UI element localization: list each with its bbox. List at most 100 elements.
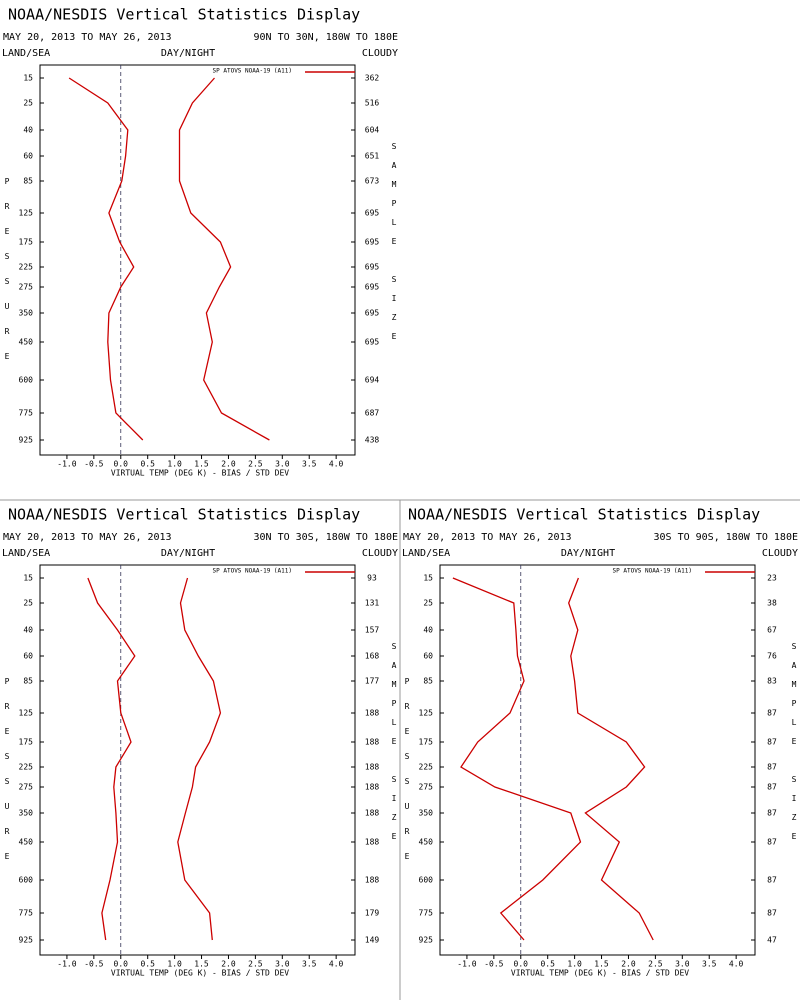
- x-tick-label: 1.0: [167, 960, 182, 969]
- x-tick-label: 0.0: [514, 960, 529, 969]
- y2-axis-label: SAMPLE SIZE: [390, 642, 399, 851]
- land-sea: LAND/SEA: [2, 48, 50, 59]
- x-tick-label: 2.5: [648, 960, 663, 969]
- y-tick-label: 275: [419, 783, 434, 792]
- y-tick-label: 450: [19, 338, 34, 347]
- y-tick-label: 25: [23, 99, 33, 108]
- sample-size: 87: [767, 763, 777, 772]
- x-tick-label: 1.5: [594, 960, 609, 969]
- y-tick-label: 275: [19, 283, 34, 292]
- y-tick-label: 175: [19, 738, 34, 747]
- x-tick-label: 3.0: [275, 960, 290, 969]
- y-tick-label: 125: [419, 709, 434, 718]
- x-tick-label: 2.0: [621, 960, 636, 969]
- y-tick-label: 600: [19, 876, 34, 885]
- y-tick-label: 775: [19, 909, 34, 918]
- y-tick-label: 85: [23, 677, 33, 686]
- y-tick-label: 85: [423, 677, 433, 686]
- region: 90N TO 30N, 180W TO 180E: [254, 32, 399, 43]
- sample-size: 87: [767, 709, 777, 718]
- y-tick-label: 25: [423, 599, 433, 608]
- y-tick-label: 775: [19, 409, 34, 418]
- y-tick-label: 40: [23, 626, 33, 635]
- cloudy: CLOUDY: [762, 548, 798, 559]
- y-tick-label: 600: [419, 876, 434, 885]
- sample-size: 93: [367, 574, 377, 583]
- x-tick-label: -0.5: [84, 460, 103, 469]
- legend-label: SP ATOVS NOAA-19 (A11): [213, 68, 292, 75]
- profile-line: [178, 77, 270, 441]
- sample-size: 38: [767, 599, 777, 608]
- y-tick-label: 15: [423, 574, 433, 583]
- date-range: MAY 20, 2013 TO MAY 26, 2013: [3, 532, 172, 543]
- y-tick-label: 925: [19, 936, 34, 945]
- plot-frame: [439, 564, 756, 956]
- day-night: DAY/NIGHT: [561, 548, 615, 559]
- x-tick-label: 4.0: [329, 960, 344, 969]
- x-tick-label: 3.5: [302, 460, 317, 469]
- y-tick-label: 60: [423, 652, 433, 661]
- y-tick-label: 40: [423, 626, 433, 635]
- sample-size: 687: [365, 409, 380, 418]
- x-tick-label: 4.0: [729, 960, 744, 969]
- panel: NOAA/NESDIS Vertical Statistics Display M…: [2, 6, 399, 478]
- x-tick-label: -0.5: [84, 960, 103, 969]
- sample-size: 695: [365, 209, 380, 218]
- sample-size: 695: [365, 309, 380, 318]
- y-tick-label: 85: [23, 177, 33, 186]
- x-tick-label: -1.0: [457, 960, 476, 969]
- sample-size: 516: [365, 99, 380, 108]
- profile-line: [87, 577, 136, 941]
- profile-line: [68, 77, 144, 441]
- sample-size: 188: [365, 709, 380, 718]
- x-tick-label: 1.5: [194, 960, 209, 969]
- y-tick-label: 175: [19, 238, 34, 247]
- y2-axis-label: SAMPLE SIZE: [790, 642, 799, 851]
- sample-size: 604: [365, 126, 380, 135]
- y-tick-label: 25: [23, 599, 33, 608]
- y-tick-label: 600: [19, 376, 34, 385]
- day-night: DAY/NIGHT: [161, 548, 215, 559]
- panel-title: NOAA/NESDIS Vertical Statistics Display: [408, 506, 760, 524]
- sample-size: 76: [767, 652, 777, 661]
- x-tick-label: 1.0: [567, 960, 582, 969]
- y-tick-label: 60: [23, 152, 33, 161]
- y-tick-label: 225: [419, 763, 434, 772]
- sample-size: 695: [365, 283, 380, 292]
- y-tick-label: 175: [419, 738, 434, 747]
- x-tick-label: 0.5: [140, 960, 155, 969]
- legend-label: SP ATOVS NOAA-19 (A11): [213, 568, 292, 575]
- sample-size: 188: [365, 876, 380, 885]
- plot-frame: [39, 564, 356, 956]
- cloudy: CLOUDY: [362, 48, 398, 59]
- y-tick-label: 350: [19, 309, 34, 318]
- sample-size: 47: [767, 936, 777, 945]
- profile-line: [452, 577, 582, 941]
- sample-size: 179: [365, 909, 380, 918]
- sample-size: 177: [365, 677, 380, 686]
- legend-label: SP ATOVS NOAA-19 (A11): [613, 568, 692, 575]
- x-tick-label: 2.5: [248, 460, 263, 469]
- sample-size: 87: [767, 783, 777, 792]
- sample-size: 188: [365, 838, 380, 847]
- x-tick-label: 0.0: [114, 460, 129, 469]
- sample-size: 131: [365, 599, 380, 608]
- sample-size: 362: [365, 74, 380, 83]
- x-tick-label: 0.0: [114, 960, 129, 969]
- sample-size: 87: [767, 876, 777, 885]
- x-axis-label: VIRTUAL TEMP (DEG K) - BIAS / STD DEV: [511, 969, 689, 978]
- y-tick-label: 450: [19, 838, 34, 847]
- y-tick-label: 925: [19, 436, 34, 445]
- x-tick-label: 3.0: [275, 460, 290, 469]
- y-tick-label: 775: [419, 909, 434, 918]
- sample-size: 149: [365, 936, 380, 945]
- y-tick-label: 225: [19, 263, 34, 272]
- sample-size: 694: [365, 376, 380, 385]
- y-tick-label: 350: [19, 809, 34, 818]
- y-tick-label: 15: [23, 574, 33, 583]
- x-tick-label: 0.5: [540, 960, 555, 969]
- sample-size: 23: [767, 574, 777, 583]
- sample-size: 695: [365, 263, 380, 272]
- x-tick-label: 3.5: [302, 960, 317, 969]
- x-tick-label: 2.0: [221, 460, 236, 469]
